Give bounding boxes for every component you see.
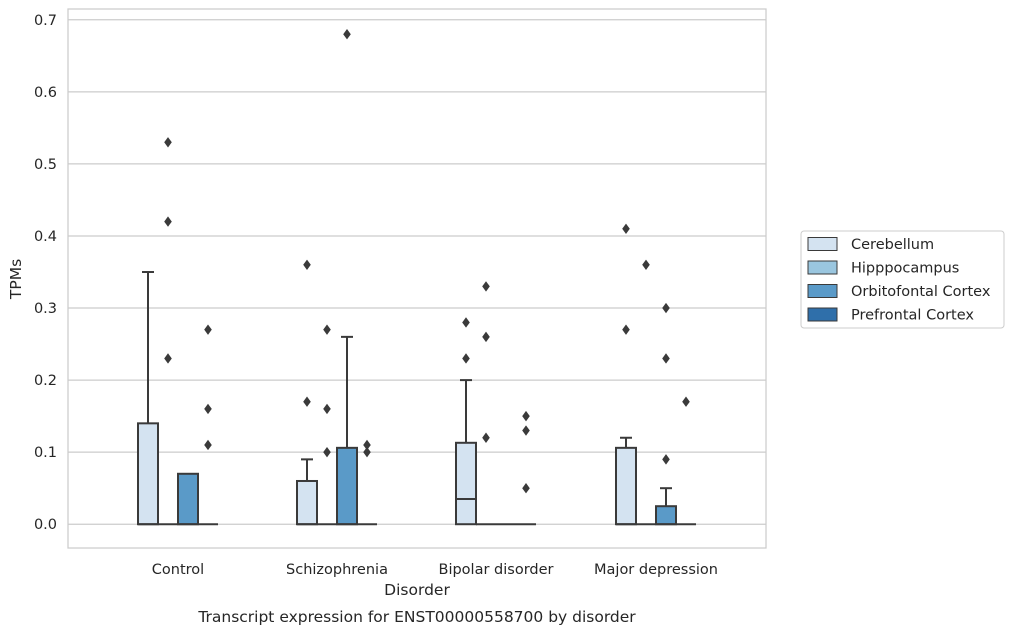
legend-label: Orbitofontal Cortex [851, 284, 991, 300]
y-tick-label: 0.3 [34, 301, 57, 317]
y-tick-label: 0.6 [34, 85, 57, 101]
outlier-point [323, 403, 331, 415]
outlier-point [343, 29, 351, 40]
box-body [655, 505, 677, 526]
outlier-point [522, 425, 530, 436]
outlier-point [522, 410, 530, 422]
outlier-point [462, 317, 470, 328]
x-tick-labels: Control Schizophrenia Bipolar disorder Majo… [152, 562, 718, 578]
outlier-point [323, 324, 331, 335]
legend-label: Hipppocampus [851, 261, 959, 277]
box-body [336, 446, 358, 526]
plot-frame [67, 8, 767, 549]
outlier-point [522, 482, 530, 494]
box-body [615, 446, 637, 526]
outlier-point [363, 446, 371, 458]
y-tick-label: 0.4 [34, 229, 57, 245]
y-tick-label: 0.7 [34, 13, 57, 29]
x-tick-label: Bipolar disorder [439, 562, 554, 578]
outlier-point [164, 137, 172, 148]
chart-caption: Transcript expression for ENST0000055870… [197, 608, 636, 626]
legend-swatch [807, 237, 838, 251]
y-axis-title: TPMs [7, 259, 25, 300]
outlier-point [303, 396, 311, 407]
outlier-point [662, 454, 670, 465]
outlier-point [682, 396, 690, 407]
box-cerebellum-1 [296, 458, 318, 526]
outlier-point [462, 353, 470, 364]
box-body [296, 479, 318, 526]
box-orbitofontal-cortex-0 [177, 472, 199, 526]
box-cerebellum-3 [615, 436, 637, 526]
outlier-point [482, 432, 490, 443]
box-orbitofontal-cortex-1 [336, 335, 358, 526]
outlier-point [323, 446, 331, 458]
legend-frame [800, 230, 1005, 329]
x-tick-label: Schizophrenia [286, 562, 388, 578]
outlier-point [164, 353, 172, 364]
legend-label: Prefrontal Cortex [851, 308, 974, 324]
y-tick-label: 0.0 [34, 517, 57, 533]
outlier-point [622, 324, 630, 335]
y-tick-label: 0.5 [34, 157, 57, 173]
box-orbitofontal-cortex-3 [655, 487, 677, 526]
box-cerebellum-0 [137, 271, 159, 526]
box-body [137, 422, 159, 526]
box-body [177, 472, 199, 526]
outlier-point [204, 439, 212, 451]
x-axis-title: Disorder [384, 581, 450, 599]
outlier-point [303, 259, 311, 271]
outlier-point [622, 223, 630, 234]
legend-label: Cerebellum [851, 237, 934, 253]
x-tick-label: Control [152, 562, 204, 578]
outlier-point [662, 353, 670, 364]
y-tick-label: 0.2 [34, 373, 57, 389]
legend-swatch [807, 260, 838, 275]
legend-swatch [807, 307, 838, 322]
box-cerebellum-2 [455, 379, 477, 526]
box-body [455, 441, 477, 526]
outlier-point [482, 331, 490, 343]
outliers [164, 29, 690, 494]
outlier-point [204, 403, 212, 415]
outlier-point [363, 439, 371, 451]
outlier-point [204, 324, 212, 335]
y-tick-labels: 0.0 0.1 0.2 0.3 0.4 0.5 0.6 0.7 [34, 13, 57, 533]
grid-lines [68, 19, 766, 525]
outlier-point [662, 302, 670, 314]
legend-swatch [807, 284, 838, 298]
outlier-point [164, 216, 172, 227]
outlier-point [642, 259, 650, 271]
legend: Cerebellum Hipppocampus Orbitofontal Corte… [800, 230, 1005, 329]
legend-items: Cerebellum Hipppocampus Orbitofontal Corte… [807, 237, 991, 324]
y-tick-label: 0.1 [34, 445, 57, 461]
boxes [137, 271, 696, 526]
x-tick-label: Major depression [594, 562, 718, 578]
outlier-point [482, 281, 490, 292]
